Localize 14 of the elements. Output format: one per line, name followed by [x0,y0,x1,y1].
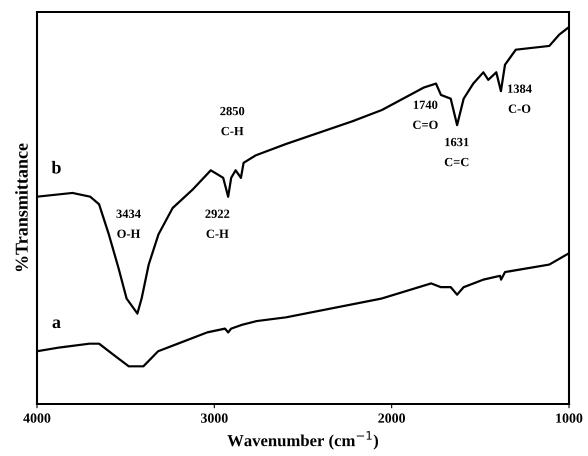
x-axis-title: Wavenumber (cm$^{−1}$) [227,431,378,450]
y-axis-title: %Transmittance [15,143,28,272]
annotation: 2850 C-H [220,106,244,136]
x-tick-label: 4000 [23,413,50,423]
x-tick-label: 2000 [378,413,406,423]
annotation: 2922 C-H [205,210,230,238]
x-tick-label: 3000 [200,413,228,423]
annotation: 1740 C=O [413,100,438,130]
annotation: 1384 C-O [508,84,532,113]
series-label: b [52,160,61,174]
x-tick-label: 1000 [556,413,582,423]
series-label: a [52,319,61,328]
annotation: 1631 C=C [444,138,469,166]
annotation: 3434 O-H [116,210,141,238]
